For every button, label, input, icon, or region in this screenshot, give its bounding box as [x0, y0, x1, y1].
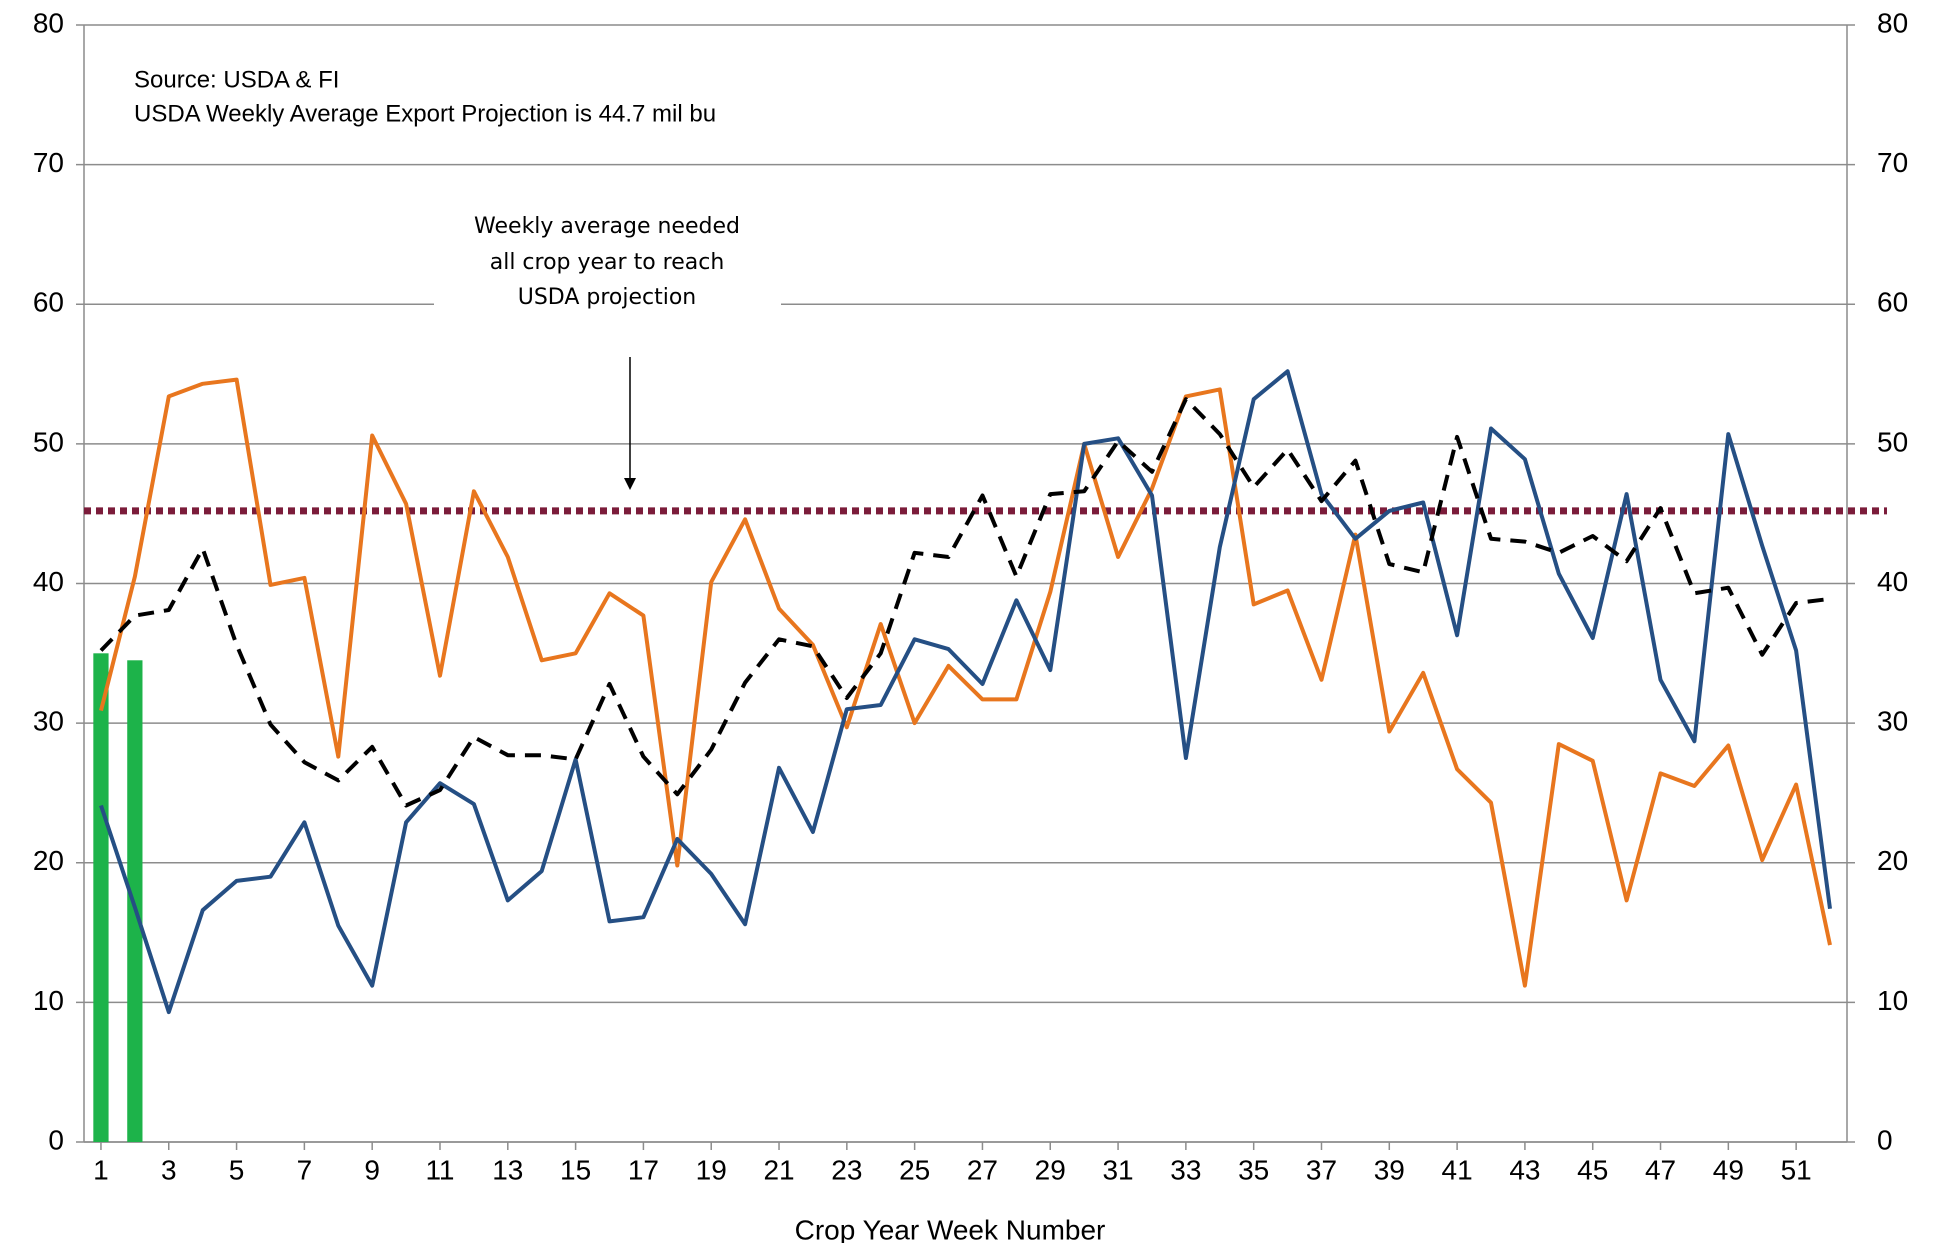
y-tick-label: 60: [33, 287, 64, 318]
annotation: USDA Weekly Average Export Projection is…: [134, 100, 716, 127]
x-tick-label: 39: [1374, 1154, 1405, 1185]
y2-tick-label: 70: [1877, 147, 1908, 178]
x-tick-label: 11: [425, 1154, 454, 1185]
callout-text: all crop year to reach: [490, 250, 725, 275]
y-tick-label: 0: [48, 1124, 64, 1155]
x-tick-label: 51: [1781, 1154, 1812, 1185]
x-tick-label: 49: [1713, 1154, 1744, 1185]
y2-tick-label: 20: [1877, 845, 1908, 876]
y2-tick-label: 80: [1877, 7, 1908, 38]
y-tick-label: 20: [33, 845, 64, 876]
callout-text: Weekly average needed: [474, 214, 740, 239]
annotation: Source: USDA & FI: [134, 66, 339, 93]
y2-tick-label: 60: [1877, 287, 1908, 318]
x-tick-label: 27: [967, 1154, 998, 1185]
x-tick-label: 31: [1102, 1154, 1133, 1185]
x-tick-label: 9: [364, 1154, 380, 1185]
x-tick-label: 21: [763, 1154, 794, 1185]
x-tick-label: 33: [1170, 1154, 1201, 1185]
x-tick-label: 3: [161, 1154, 177, 1185]
y-tick-label: 80: [33, 7, 64, 38]
y-tick-label: 50: [33, 426, 64, 457]
x-tick-label: 41: [1442, 1154, 1473, 1185]
y2-tick-label: 10: [1877, 985, 1908, 1016]
callout-text: USDA projection: [518, 285, 697, 310]
x-tick-label: 19: [696, 1154, 727, 1185]
x-tick-label: 13: [492, 1154, 523, 1185]
x-tick-label: 47: [1645, 1154, 1676, 1185]
x-tick-label: 7: [297, 1154, 313, 1185]
x-tick-label: 15: [560, 1154, 591, 1185]
x-tick-label: 45: [1577, 1154, 1608, 1185]
x-tick-label: 23: [831, 1154, 862, 1185]
x-tick-label: 5: [229, 1154, 245, 1185]
x-axis-title: Crop Year Week Number: [795, 1214, 1106, 1243]
x-tick-label: 17: [628, 1154, 659, 1185]
line-series: [99, 397, 1831, 808]
x-tick-label: 29: [1035, 1154, 1066, 1185]
y2-tick-label: 0: [1877, 1124, 1893, 1155]
y-tick-label: 70: [33, 147, 64, 178]
y2-tick-label: 40: [1877, 566, 1908, 597]
line-series: [99, 377, 1832, 988]
x-tick-label: 37: [1306, 1154, 1337, 1185]
y-tick-label: 40: [33, 566, 64, 597]
x-tick-label: 25: [899, 1154, 930, 1185]
x-tick-label: 35: [1238, 1154, 1269, 1185]
y2-tick-label: 50: [1877, 426, 1908, 457]
callout-background: [434, 292, 781, 316]
x-tick-label: 1: [93, 1154, 109, 1185]
y2-tick-label: 30: [1877, 706, 1908, 737]
bar: [93, 653, 109, 1142]
line-series: [99, 369, 1832, 1015]
grid: [84, 24, 1847, 1143]
callout-arrowhead: [624, 478, 636, 490]
x-tick-label: 43: [1509, 1154, 1540, 1185]
y-tick-label: 10: [33, 985, 64, 1016]
y-tick-label: 30: [33, 706, 64, 737]
